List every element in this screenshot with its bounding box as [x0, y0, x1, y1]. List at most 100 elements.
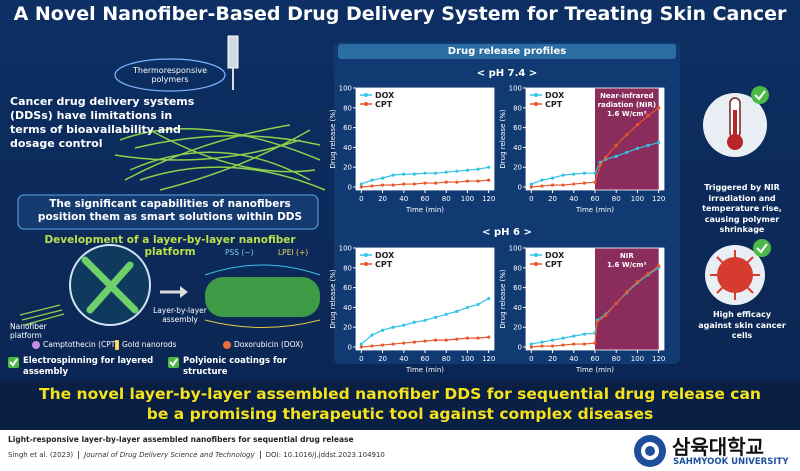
y-tick-label: 0 — [518, 184, 522, 192]
y-axis-label: Drug release (%) — [329, 269, 337, 329]
x-tick-label: 80 — [442, 355, 451, 363]
series-line — [531, 107, 660, 188]
university-en: SAHMYOOK UNIVERSITY — [673, 457, 789, 467]
data-point — [391, 325, 395, 329]
x-tick-label: 100 — [631, 195, 644, 203]
data-point — [359, 342, 363, 346]
y-tick-label: 60 — [513, 284, 522, 292]
data-point — [657, 264, 661, 268]
y-tick-label: 80 — [513, 104, 522, 112]
x-tick-label: 60 — [421, 195, 430, 203]
data-point — [598, 163, 602, 167]
data-point — [444, 312, 448, 316]
data-point — [434, 315, 438, 319]
data-point — [625, 150, 629, 154]
authors: Singh et al. (2023) — [8, 451, 74, 459]
legend-label: CPT — [375, 260, 393, 269]
data-point — [540, 344, 544, 348]
legend-label: DOX — [545, 91, 565, 100]
x-tick-label: 40 — [399, 355, 408, 363]
x-tick-label: 120 — [652, 355, 665, 363]
x-tick-label: 80 — [612, 195, 621, 203]
data-point — [434, 171, 438, 175]
data-point — [391, 173, 395, 177]
data-point — [444, 170, 448, 174]
chart: 0 20 40 60 80 100 0 20 40 60 80 100 120 Time (min) Dru… — [329, 245, 495, 375]
efficacy: High efficacy against skin cancer cells — [698, 310, 786, 340]
data-point — [359, 185, 363, 189]
legend-marker — [364, 253, 368, 257]
limitations-text: Cancer drug delivery systems (DDSs) have… — [10, 95, 195, 150]
legend-label: CPT — [375, 100, 393, 109]
y-tick-label: 0 — [518, 344, 522, 352]
data-point — [455, 169, 459, 173]
data-point — [646, 272, 650, 276]
legend-label: DOX — [545, 251, 565, 260]
data-point — [412, 320, 416, 324]
data-point — [582, 342, 586, 346]
data-point — [370, 184, 374, 188]
right-icons — [703, 86, 771, 305]
x-tick-label: 80 — [442, 195, 451, 203]
data-point — [455, 337, 459, 341]
x-tick-label: 60 — [591, 195, 600, 203]
nir-highlight — [595, 248, 659, 350]
data-point — [359, 182, 363, 186]
data-point — [593, 171, 597, 175]
legend-label: DOX — [375, 251, 395, 260]
data-point — [529, 342, 533, 346]
y-tick-label: 100 — [339, 245, 352, 253]
data-point — [370, 344, 374, 348]
data-point — [487, 335, 491, 339]
thermo-label: Thermoresponsive polymers — [132, 66, 207, 84]
data-point — [595, 320, 599, 324]
x-tick-label: 20 — [548, 355, 557, 363]
data-point — [434, 181, 438, 185]
y-tick-label: 80 — [343, 104, 352, 112]
data-point — [572, 182, 576, 186]
data-point — [487, 178, 491, 182]
data-point — [614, 301, 618, 306]
y-tick-label: 80 — [343, 264, 352, 272]
y-tick-label: 20 — [513, 324, 522, 332]
y-tick-label: 40 — [343, 304, 352, 312]
data-point — [380, 183, 385, 187]
data-point — [561, 336, 565, 340]
feature: Polyionic coatings for structure — [183, 356, 287, 377]
series-line — [531, 141, 659, 185]
footer — [0, 430, 800, 471]
x-axis-label: Time (min) — [575, 206, 614, 214]
conclusion-band — [0, 380, 800, 430]
plot-frame — [355, 247, 495, 351]
series-line — [531, 265, 660, 348]
y-tick-label: 80 — [513, 264, 522, 272]
condition-label: < pH 7.4 > — [476, 68, 538, 79]
data-point — [465, 168, 470, 172]
data-point — [370, 178, 374, 182]
legend-marker — [534, 253, 538, 257]
data-point — [487, 296, 491, 301]
data-point — [593, 341, 597, 345]
data-point — [540, 178, 544, 182]
plot-area — [356, 248, 494, 350]
data-point — [487, 165, 491, 169]
y-axis-label: Drug release (%) — [329, 109, 337, 169]
y-tick-label: 100 — [509, 85, 522, 93]
y-tick-label: 60 — [343, 284, 352, 292]
data-point — [476, 336, 480, 340]
y-tick-label: 0 — [348, 184, 352, 192]
data-point — [423, 339, 427, 343]
data-point — [380, 328, 385, 332]
nir-effect: Triggered by NIR irradiation and tempera… — [702, 183, 782, 234]
data-point — [540, 184, 544, 188]
legend-marker — [534, 102, 538, 106]
legend-label: DOX — [375, 91, 395, 100]
data-point — [540, 340, 544, 344]
plot-frame — [525, 247, 665, 351]
data-point — [646, 143, 650, 148]
legend-dox: Doxorubicin (DOX) — [234, 340, 304, 349]
data-point — [561, 343, 565, 347]
legend-marker — [364, 93, 368, 97]
data-point — [402, 341, 406, 345]
data-point — [455, 180, 459, 184]
